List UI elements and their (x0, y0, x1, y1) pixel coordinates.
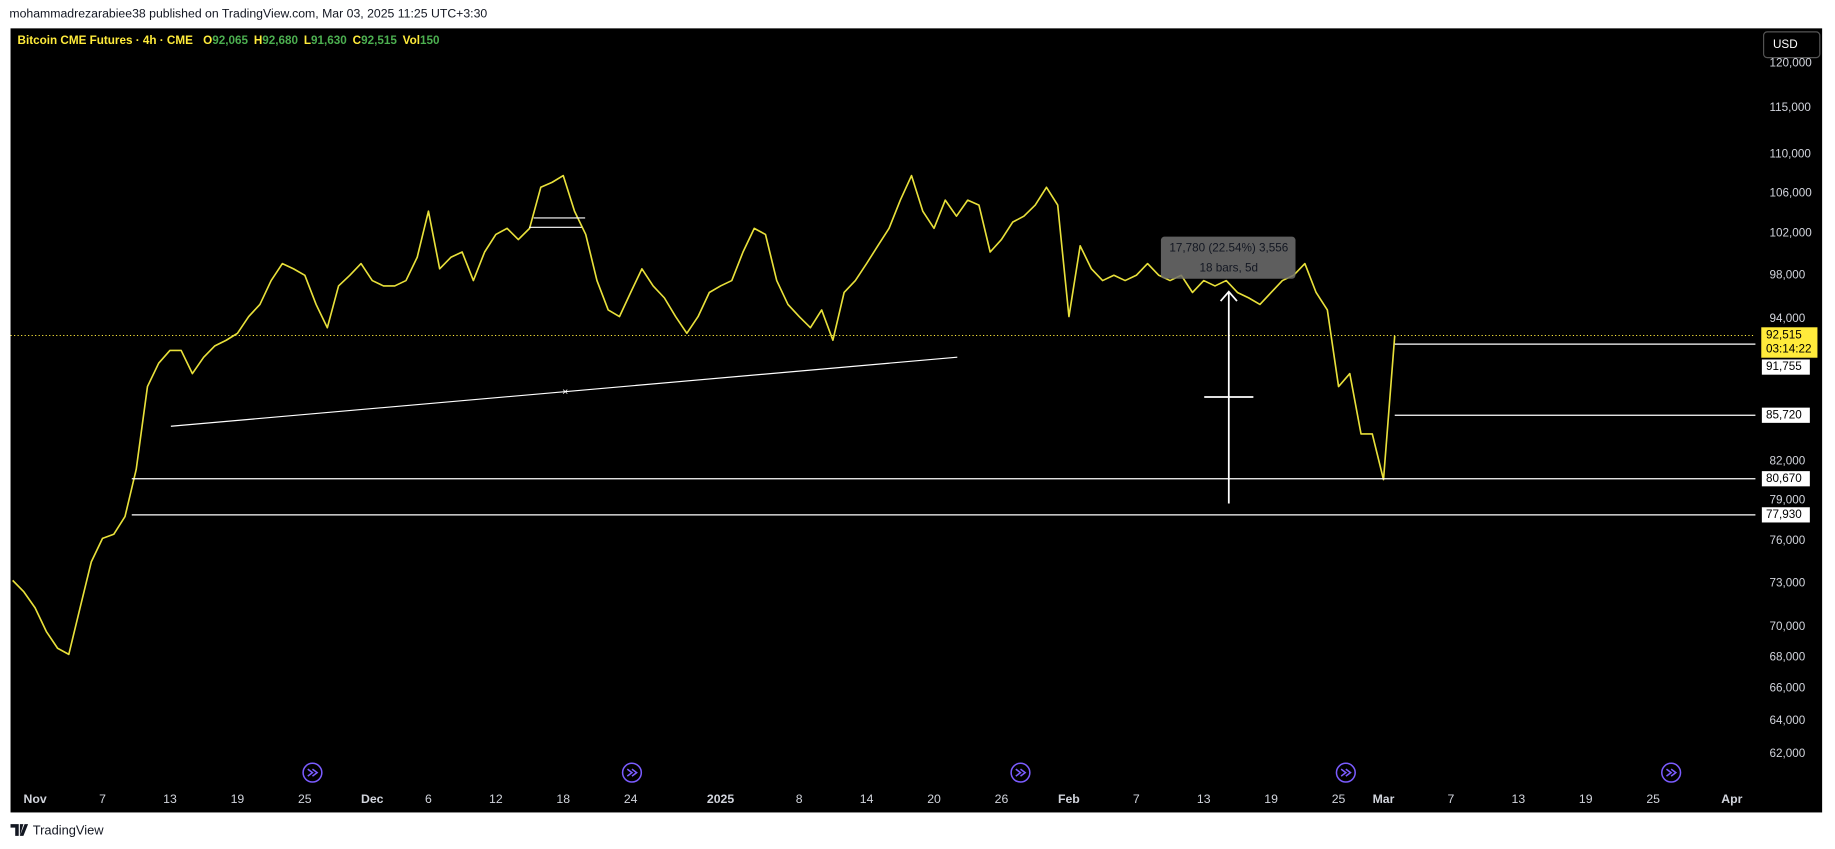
y-tick-label: 79,000 (1769, 494, 1805, 507)
ohlc-value: 92,515 (361, 34, 397, 47)
ohlc-key: C (353, 34, 362, 47)
ohlc-key: L (304, 34, 311, 47)
x-tick-label: Dec (361, 792, 384, 806)
current-price-tag (1761, 327, 1818, 358)
x-tick-label: 13 (163, 792, 177, 806)
y-tick-label: 62,000 (1769, 747, 1805, 760)
x-tick-label: 26 (995, 792, 1009, 806)
y-tick-label: 94,000 (1769, 312, 1805, 325)
y-tick-label: 76,000 (1769, 534, 1805, 547)
ohlc-key: O (203, 34, 212, 47)
ohlc-value: 92,680 (262, 34, 298, 47)
y-tick-label: 115,000 (1769, 101, 1811, 114)
y-tick-label: 110,000 (1769, 148, 1811, 161)
x-tick-label: 7 (99, 792, 106, 806)
y-tick-label: 120,000 (1769, 57, 1812, 70)
small-range-lines (528, 217, 586, 228)
x-tick-label: 25 (298, 792, 312, 806)
price-level-label: 85,720 (1766, 408, 1802, 421)
x-tick-label: 25 (1646, 792, 1660, 806)
brand-logo (10, 824, 29, 836)
symbol-name: Bitcoin CME Futures · 4h · CME (18, 34, 194, 47)
ohlc-value: 92,065 (212, 34, 248, 47)
brand-name: TradingView (33, 823, 104, 838)
x-tick-label: 14 (860, 792, 874, 806)
ohlc-key: Vol (403, 34, 420, 47)
x-tick-label: 19 (1579, 792, 1593, 806)
price-level-tag (1760, 506, 1812, 524)
trend-line[interactable] (170, 356, 958, 427)
y-tick-label: 66,000 (1769, 682, 1805, 695)
chart-panel (10, 28, 1823, 813)
x-tick-label: Nov (24, 792, 47, 806)
currency-label: USD (1773, 38, 1798, 51)
x-tick-label: 19 (231, 792, 245, 806)
x-tick-label: 7 (1448, 792, 1455, 806)
ohlc-value: 150 (420, 34, 440, 47)
current-price-label: 92,515 (1766, 329, 1802, 342)
event-icon[interactable] (1661, 762, 1682, 783)
countdown-label: 03:14:22 (1766, 343, 1811, 356)
trend-line-handle: × (562, 386, 568, 398)
y-tick-label: 70,000 (1769, 620, 1805, 633)
event-icon[interactable] (621, 762, 643, 783)
event-icons (302, 762, 1682, 783)
x-tick-label: Feb (1058, 792, 1080, 806)
publish-header: mohammadrezarabiee38 published on Tradin… (9, 7, 487, 21)
event-icon[interactable] (302, 762, 323, 783)
x-tick-label: 13 (1197, 792, 1211, 806)
event-arrows (307, 768, 1678, 777)
x-tick-label: 24 (624, 792, 638, 806)
ohlc-key: H (254, 34, 262, 47)
y-tick-label: 64,000 (1769, 714, 1805, 727)
x-tick-label: 20 (927, 792, 941, 806)
x-tick-label: 19 (1264, 792, 1278, 806)
x-tick-label: 25 (1332, 792, 1346, 806)
x-tick-label: Apr (1721, 792, 1742, 806)
y-tick-label: 68,000 (1769, 650, 1805, 663)
y-tick-label: 82,000 (1769, 455, 1805, 468)
price-level-tag (1760, 406, 1812, 425)
x-tick-label: 18 (556, 792, 570, 806)
price-level-label: 91,755 (1766, 360, 1802, 373)
measure-arrow (1219, 290, 1238, 302)
x-tick-label: 6 (425, 792, 432, 806)
event-icon[interactable] (1335, 762, 1356, 783)
price-level-tag (1760, 358, 1812, 376)
y-tick-label: 106,000 (1769, 186, 1812, 199)
measure-text: 17,780 (22.54%) 3,556 (1169, 241, 1288, 254)
x-tick-label: 2025 (707, 792, 734, 806)
price-level-label: 77,930 (1766, 508, 1802, 521)
symbol-legend: Bitcoin CME Futures · 4h · CME O92,065 H9… (18, 34, 440, 47)
x-tick-label: 13 (1512, 792, 1526, 806)
y-tick-label: 98,000 (1769, 268, 1805, 281)
x-tick-label: 8 (796, 792, 803, 806)
currency-button[interactable] (1763, 31, 1821, 59)
x-tick-label: Mar (1373, 792, 1395, 806)
y-tick-label: 73,000 (1769, 576, 1805, 589)
measure-text: 18 bars, 5d (1200, 261, 1258, 274)
y-tick-label: 102,000 (1769, 227, 1812, 240)
ohlc: O92,065 H92,680 L91,630 C92,515 Vol150 (203, 34, 440, 47)
ohlc-value: 91,630 (311, 34, 347, 47)
event-icon[interactable] (1010, 762, 1031, 783)
x-tick-label: 12 (489, 792, 503, 806)
measure-tooltip (1160, 236, 1296, 279)
price-level-label: 80,670 (1766, 472, 1802, 485)
x-tick-label: 7 (1133, 792, 1140, 806)
price-level-tag (1760, 469, 1812, 488)
